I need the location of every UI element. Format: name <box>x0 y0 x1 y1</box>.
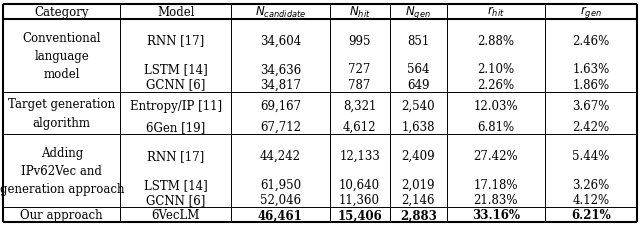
Text: 727: 727 <box>348 63 371 76</box>
Text: RNN [17]: RNN [17] <box>147 149 205 162</box>
Text: 46,461: 46,461 <box>258 208 303 221</box>
Text: Conventional
language
model: Conventional language model <box>22 32 101 80</box>
Text: 4.12%: 4.12% <box>572 193 609 206</box>
Text: 61,950: 61,950 <box>260 178 301 191</box>
Text: RNN [17]: RNN [17] <box>147 34 205 47</box>
Text: Category: Category <box>35 6 89 19</box>
Text: Our approach: Our approach <box>20 208 103 221</box>
Text: 2.88%: 2.88% <box>477 34 515 47</box>
Text: 787: 787 <box>348 78 371 91</box>
Text: 4,612: 4,612 <box>343 121 376 134</box>
Text: 6.81%: 6.81% <box>477 121 515 134</box>
Text: LSTM [14]: LSTM [14] <box>144 178 208 191</box>
Text: 2,409: 2,409 <box>401 149 435 162</box>
Text: 15,406: 15,406 <box>337 208 382 221</box>
Text: 34,604: 34,604 <box>260 34 301 47</box>
Text: 6VecLM: 6VecLM <box>152 208 200 221</box>
Text: 33.16%: 33.16% <box>472 208 520 221</box>
Text: 12,133: 12,133 <box>339 149 380 162</box>
Text: $N_{candidate}$: $N_{candidate}$ <box>255 5 306 20</box>
Text: 69,167: 69,167 <box>260 99 301 112</box>
Text: 2.46%: 2.46% <box>572 34 609 47</box>
Text: GCNN [6]: GCNN [6] <box>146 78 205 91</box>
Text: 1,638: 1,638 <box>401 121 435 134</box>
Text: 2.26%: 2.26% <box>477 78 515 91</box>
Text: 6.21%: 6.21% <box>571 208 611 221</box>
Text: 52,046: 52,046 <box>260 193 301 206</box>
Text: 67,712: 67,712 <box>260 121 301 134</box>
Text: Model: Model <box>157 6 195 19</box>
Text: 34,817: 34,817 <box>260 78 301 91</box>
Text: 2,540: 2,540 <box>401 99 435 112</box>
Text: $N_{gen}$: $N_{gen}$ <box>405 4 431 21</box>
Text: 17.18%: 17.18% <box>474 178 518 191</box>
Text: 8,321: 8,321 <box>343 99 376 112</box>
Text: 3.67%: 3.67% <box>572 99 609 112</box>
Text: 34,636: 34,636 <box>260 63 301 76</box>
Text: $r_{gen}$: $r_{gen}$ <box>580 4 602 20</box>
Text: 10,640: 10,640 <box>339 178 380 191</box>
Text: 2,146: 2,146 <box>401 193 435 206</box>
Text: 3.26%: 3.26% <box>572 178 609 191</box>
Text: 5.44%: 5.44% <box>572 149 609 162</box>
Text: 2.10%: 2.10% <box>477 63 515 76</box>
Text: 851: 851 <box>407 34 429 47</box>
Text: LSTM [14]: LSTM [14] <box>144 63 208 76</box>
Text: Entropy/IP [11]: Entropy/IP [11] <box>130 99 222 112</box>
Text: 2,019: 2,019 <box>401 178 435 191</box>
Text: 564: 564 <box>407 63 429 76</box>
Text: 1.86%: 1.86% <box>572 78 609 91</box>
Text: 6Gen [19]: 6Gen [19] <box>146 121 205 134</box>
Text: $r_{hit}$: $r_{hit}$ <box>487 5 505 19</box>
Text: $N_{hit}$: $N_{hit}$ <box>349 5 371 20</box>
Text: Target generation
algorithm: Target generation algorithm <box>8 98 115 129</box>
Text: 2.42%: 2.42% <box>572 121 609 134</box>
Text: GCNN [6]: GCNN [6] <box>146 193 205 206</box>
Text: 995: 995 <box>348 34 371 47</box>
Text: 1.63%: 1.63% <box>572 63 609 76</box>
Text: 11,360: 11,360 <box>339 193 380 206</box>
Text: 21.83%: 21.83% <box>474 193 518 206</box>
Text: 649: 649 <box>407 78 429 91</box>
Text: Adding
IPv62Vec and
generation approach: Adding IPv62Vec and generation approach <box>0 147 124 195</box>
Text: 27.42%: 27.42% <box>474 149 518 162</box>
Text: 2,883: 2,883 <box>400 208 436 221</box>
Text: 44,242: 44,242 <box>260 149 301 162</box>
Text: 12.03%: 12.03% <box>474 99 518 112</box>
